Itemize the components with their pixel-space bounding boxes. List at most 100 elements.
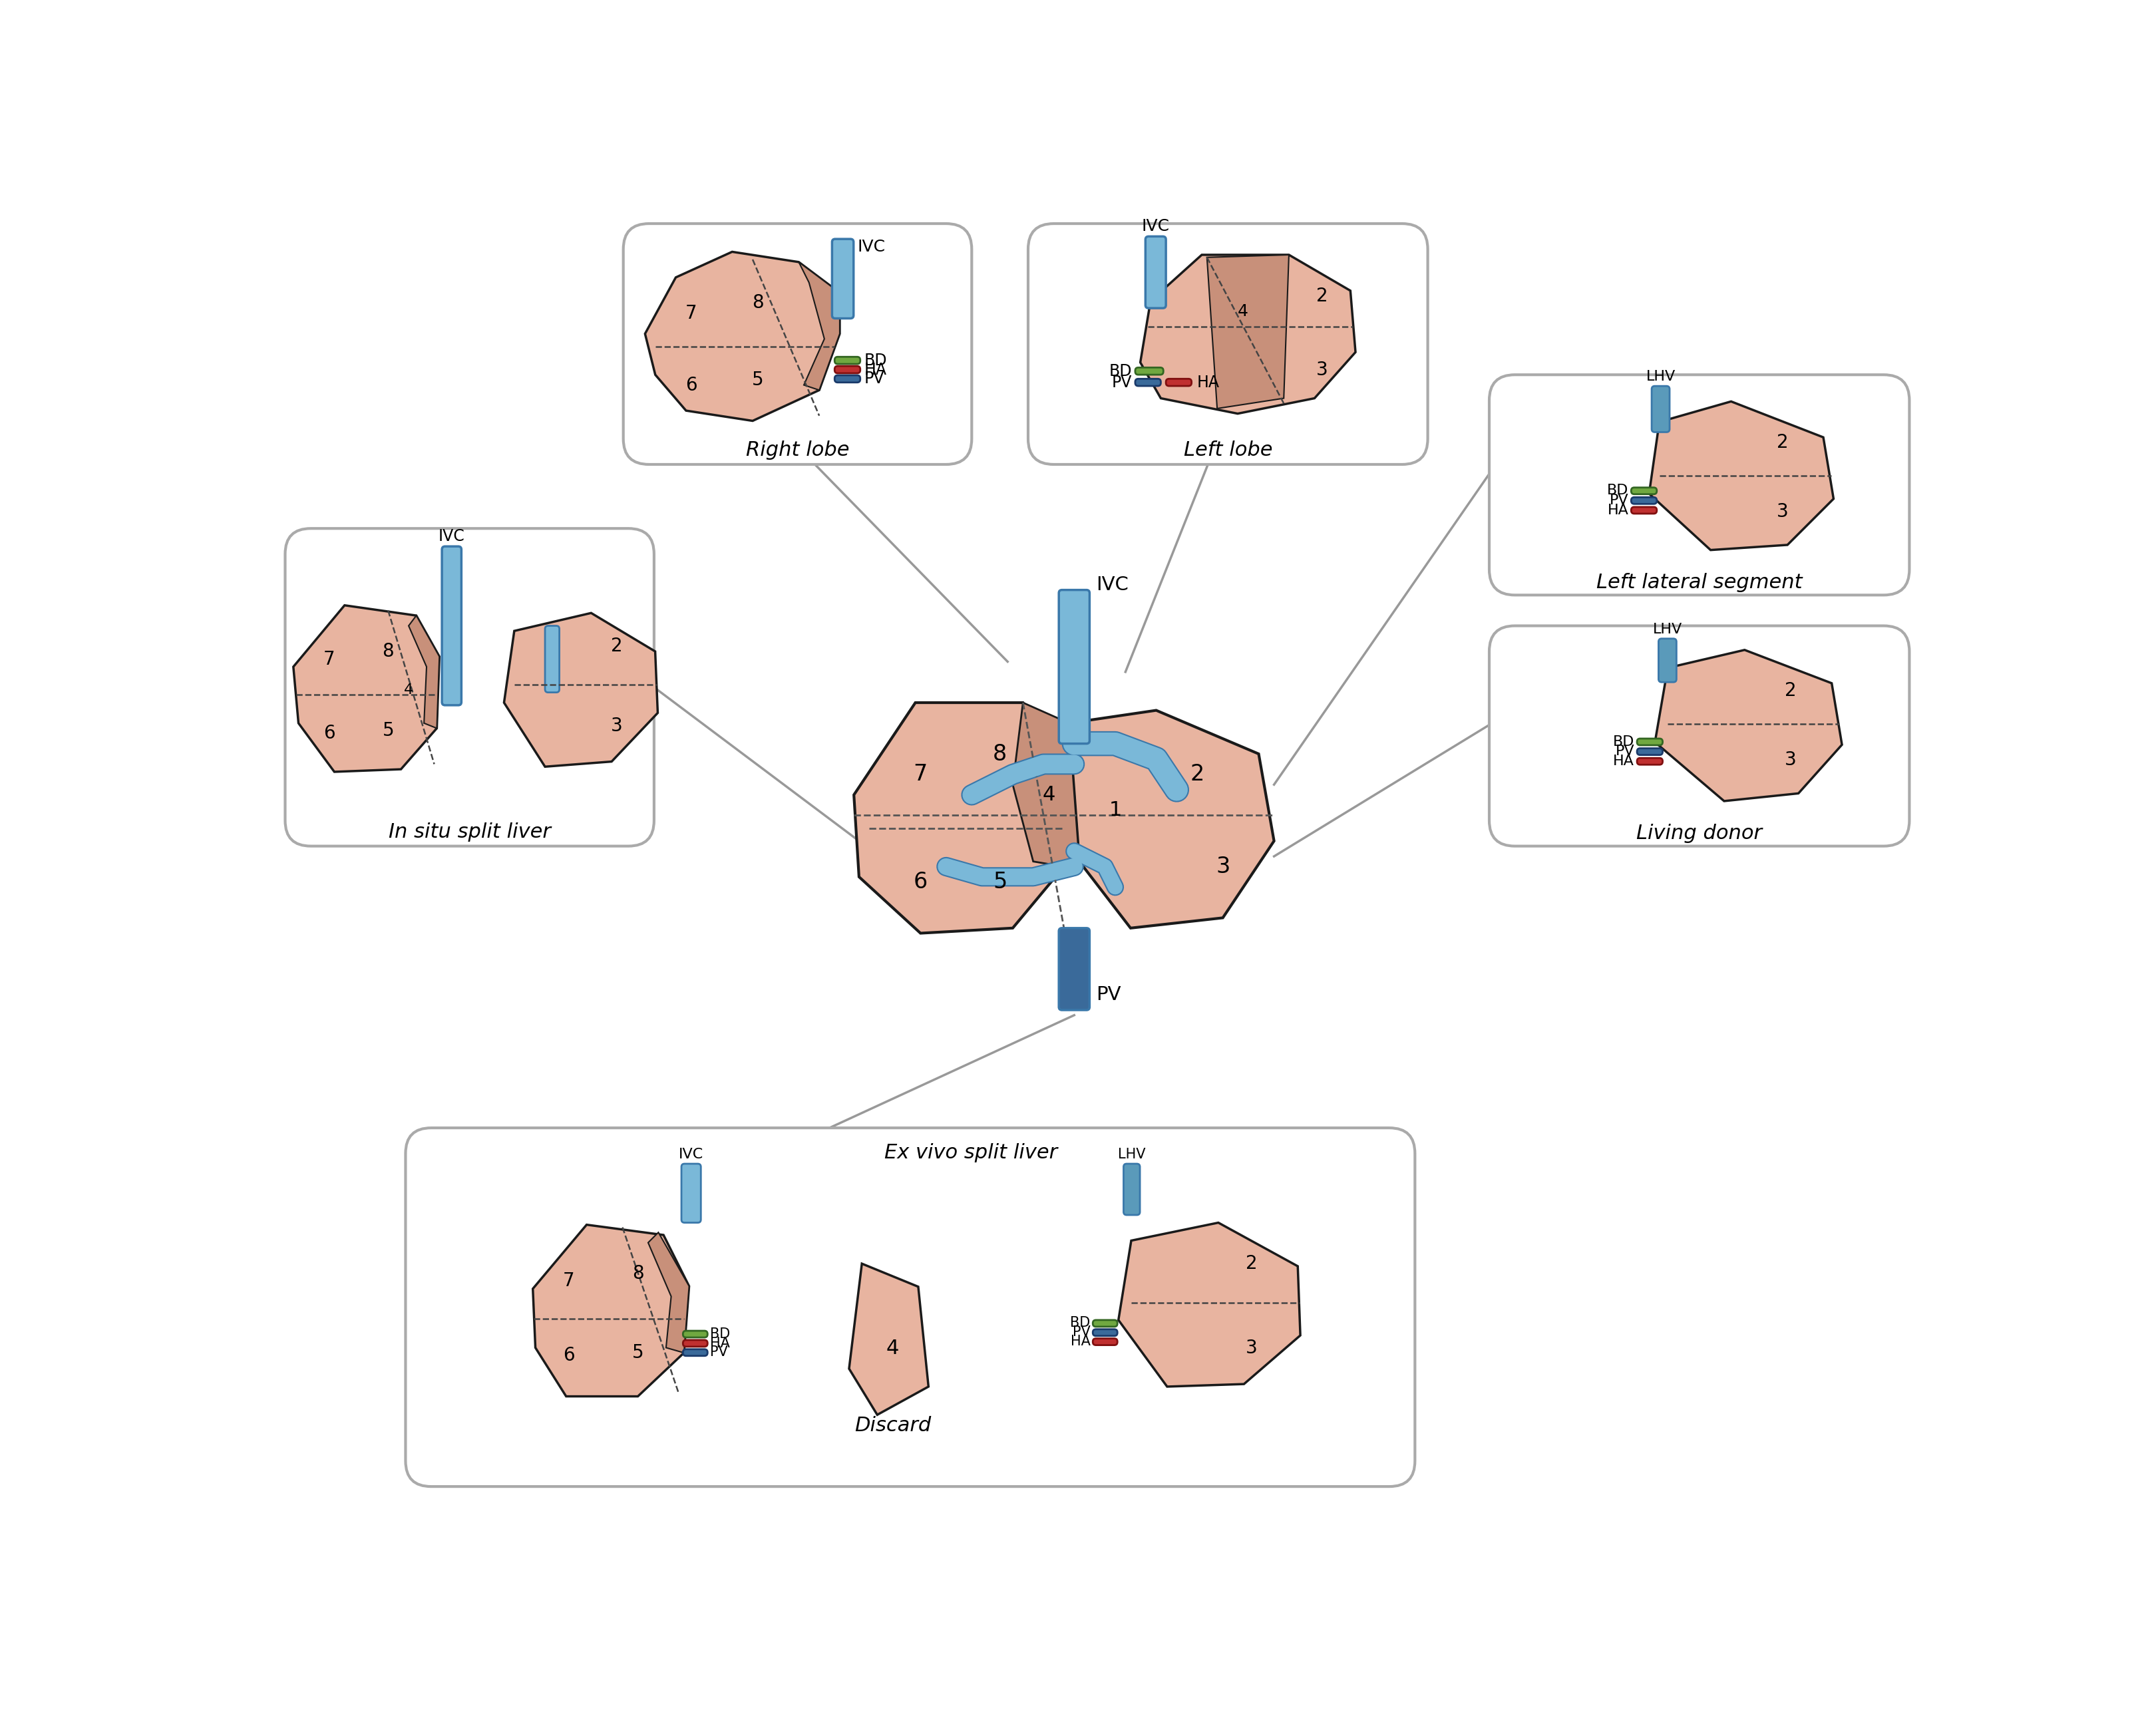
Text: 8: 8 — [382, 643, 395, 660]
Text: 6: 6 — [563, 1345, 573, 1364]
Text: 7: 7 — [323, 650, 334, 668]
Text: 2: 2 — [1246, 1255, 1257, 1274]
FancyBboxPatch shape — [1059, 590, 1089, 744]
FancyBboxPatch shape — [1136, 367, 1164, 375]
Text: BD: BD — [709, 1327, 731, 1340]
Polygon shape — [533, 1226, 690, 1397]
Text: Discard: Discard — [854, 1416, 931, 1435]
Text: 2: 2 — [1317, 286, 1328, 305]
FancyBboxPatch shape — [545, 626, 558, 692]
Polygon shape — [849, 1263, 929, 1414]
Text: 3: 3 — [1246, 1339, 1257, 1357]
FancyBboxPatch shape — [1636, 749, 1662, 754]
Text: IVC: IVC — [1143, 218, 1171, 235]
FancyBboxPatch shape — [1490, 626, 1910, 847]
Text: Left lateral segment: Left lateral segment — [1595, 572, 1802, 591]
Text: PV: PV — [1615, 744, 1634, 758]
FancyBboxPatch shape — [1166, 379, 1192, 386]
Text: 3: 3 — [1785, 751, 1796, 770]
Text: BD: BD — [1108, 363, 1132, 379]
FancyBboxPatch shape — [681, 1164, 701, 1222]
FancyBboxPatch shape — [683, 1349, 707, 1356]
Polygon shape — [1656, 650, 1841, 800]
Text: IVC: IVC — [438, 528, 466, 543]
Text: 6: 6 — [323, 723, 334, 742]
Text: 6: 6 — [914, 871, 927, 893]
Text: PV: PV — [709, 1345, 729, 1359]
Text: 4: 4 — [886, 1339, 899, 1357]
FancyBboxPatch shape — [1636, 758, 1662, 764]
FancyBboxPatch shape — [834, 357, 860, 363]
Text: HA: HA — [709, 1337, 731, 1349]
Text: 7: 7 — [686, 303, 696, 322]
FancyBboxPatch shape — [1145, 237, 1166, 309]
Polygon shape — [1207, 255, 1289, 408]
Text: Right lobe: Right lobe — [746, 440, 849, 459]
Text: BD: BD — [1069, 1316, 1091, 1330]
FancyBboxPatch shape — [1636, 739, 1662, 746]
Text: 3: 3 — [610, 716, 623, 735]
Polygon shape — [798, 262, 839, 391]
FancyBboxPatch shape — [1658, 639, 1677, 682]
FancyBboxPatch shape — [1028, 223, 1427, 464]
Polygon shape — [1141, 255, 1356, 413]
Text: Living donor: Living donor — [1636, 824, 1761, 843]
Text: 8: 8 — [994, 742, 1007, 764]
Text: 5: 5 — [752, 370, 763, 389]
Text: PV: PV — [1095, 986, 1121, 1004]
Text: 3: 3 — [1317, 360, 1328, 379]
FancyBboxPatch shape — [623, 223, 972, 464]
Text: 2: 2 — [1190, 763, 1205, 785]
Text: PV: PV — [1072, 1325, 1091, 1339]
FancyBboxPatch shape — [834, 367, 860, 374]
FancyBboxPatch shape — [1136, 379, 1160, 386]
Text: HA: HA — [1613, 754, 1634, 768]
Text: Ex vivo split liver: Ex vivo split liver — [884, 1143, 1056, 1162]
Text: 2: 2 — [1785, 682, 1796, 701]
Polygon shape — [649, 1232, 690, 1352]
Text: 5: 5 — [382, 722, 395, 740]
Text: 1: 1 — [1108, 800, 1121, 819]
Text: LHV: LHV — [1645, 370, 1675, 384]
FancyBboxPatch shape — [1093, 1330, 1117, 1335]
Text: 3: 3 — [1216, 855, 1229, 878]
Polygon shape — [1119, 1222, 1300, 1387]
Text: IVC: IVC — [1095, 576, 1128, 595]
FancyBboxPatch shape — [834, 375, 860, 382]
FancyBboxPatch shape — [1093, 1339, 1117, 1345]
Text: PV: PV — [1112, 374, 1132, 391]
Polygon shape — [410, 615, 440, 728]
Text: Left lobe: Left lobe — [1184, 440, 1272, 459]
Text: LHV: LHV — [1119, 1148, 1145, 1160]
Text: 4: 4 — [1041, 785, 1054, 804]
Text: 4: 4 — [1238, 303, 1248, 319]
Text: 5: 5 — [632, 1344, 645, 1363]
FancyBboxPatch shape — [405, 1128, 1414, 1486]
Text: HA: HA — [1069, 1335, 1091, 1349]
FancyBboxPatch shape — [1632, 497, 1656, 504]
Text: 7: 7 — [914, 763, 927, 785]
Text: 8: 8 — [632, 1265, 645, 1282]
FancyBboxPatch shape — [1059, 927, 1089, 1010]
Polygon shape — [1013, 703, 1080, 867]
FancyBboxPatch shape — [832, 238, 854, 319]
FancyBboxPatch shape — [442, 547, 461, 704]
FancyBboxPatch shape — [1632, 487, 1656, 494]
FancyBboxPatch shape — [285, 528, 653, 847]
FancyBboxPatch shape — [1093, 1320, 1117, 1327]
Text: 8: 8 — [752, 293, 763, 312]
Text: PV: PV — [865, 370, 884, 387]
Polygon shape — [854, 703, 1069, 932]
Text: In situ split liver: In situ split liver — [388, 823, 550, 842]
Text: HA: HA — [1197, 374, 1220, 391]
Text: 7: 7 — [563, 1272, 573, 1291]
Polygon shape — [505, 614, 658, 766]
Text: IVC: IVC — [679, 1148, 703, 1160]
FancyBboxPatch shape — [1632, 507, 1656, 514]
FancyBboxPatch shape — [683, 1340, 707, 1347]
FancyBboxPatch shape — [683, 1330, 707, 1337]
Text: HA: HA — [865, 362, 886, 377]
Text: BD: BD — [865, 353, 888, 369]
Text: 3: 3 — [1777, 502, 1787, 521]
Polygon shape — [1649, 401, 1833, 550]
